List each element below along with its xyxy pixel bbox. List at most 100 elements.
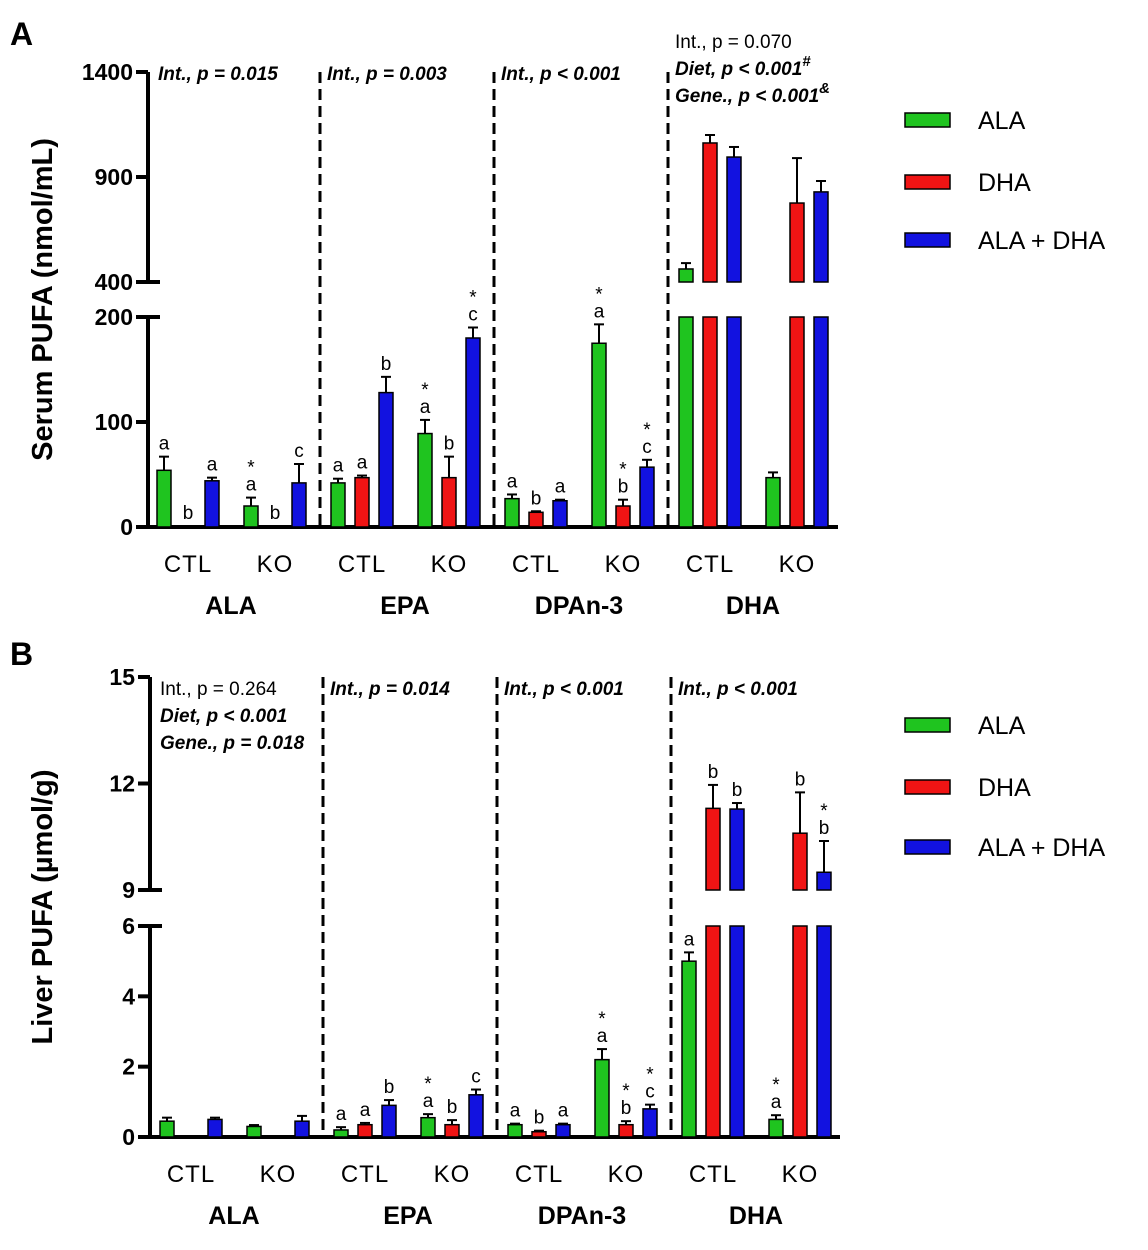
y-tick-label: 0 <box>122 1124 135 1150</box>
bar <box>291 482 307 528</box>
significance-asterisk: * <box>598 1009 606 1030</box>
bar-dpan-3-ko-ala-dha: c* <box>642 1065 658 1138</box>
x-group-label: DPAn-3 <box>538 1202 626 1230</box>
bar <box>642 1108 658 1138</box>
stat-text: Gene., p < 0.001 <box>675 86 819 107</box>
bar-epa-ctl-ala: a <box>333 1104 349 1138</box>
bar-ala-ko-ala-dha <box>294 1114 310 1138</box>
legend-label: DHA <box>978 169 1031 197</box>
bar-ala-ctl-ala-dha: a <box>204 455 220 528</box>
bar <box>615 505 631 528</box>
significance-letter: a <box>336 1104 347 1125</box>
bar <box>765 476 781 528</box>
x-label-ctl: CTL <box>338 551 386 578</box>
bar-epa-ctl-ala: a <box>330 456 346 528</box>
y-tick-label: 100 <box>95 409 133 435</box>
significance-letter: b <box>795 769 806 790</box>
bar <box>294 1120 310 1138</box>
bar <box>552 500 568 528</box>
stat-text: Int., p = 0.070 <box>675 32 792 53</box>
bar-dpan-3-ko-ala: a* <box>594 1009 610 1138</box>
x-label-ko: KO <box>605 551 642 578</box>
stat-annotation: Diet, p < 0.001# <box>675 53 811 80</box>
bar-upper <box>678 268 694 283</box>
significance-letter: b <box>534 1108 545 1129</box>
significance-letter: a <box>510 1101 521 1122</box>
bar-ala-ctl-dha: b <box>180 503 196 528</box>
significance-letter: b <box>447 1097 458 1118</box>
bar-ala-ko-dha: b <box>267 503 283 528</box>
bar-dpan-3-ko-dha: b* <box>615 460 631 528</box>
bar <box>270 1136 286 1139</box>
bar-ala-ctl-ala: a <box>156 434 172 528</box>
bar-ala-ctl-dha <box>183 1135 199 1138</box>
x-label-ko: KO <box>431 551 468 578</box>
significance-letter: b <box>732 780 743 801</box>
bar-lower <box>792 925 808 1138</box>
y-tick-label: 15 <box>109 664 135 690</box>
bar-dpan-3-ctl-ala: a <box>507 1101 523 1138</box>
panel-label: A <box>10 16 33 52</box>
stat-annotation: Int., p < 0.001 <box>501 64 621 85</box>
bar <box>444 1123 460 1138</box>
bar <box>468 1094 484 1138</box>
bar-epa-ctl-dha: a <box>357 1100 373 1138</box>
x-label-ctl: CTL <box>686 551 734 578</box>
x-group-label: EPA <box>380 592 430 620</box>
bar-epa-ko-ala: a* <box>420 1074 436 1138</box>
bar-dha-ctl-ala-dha: b <box>729 780 745 1138</box>
significance-letter: b <box>621 1098 632 1119</box>
significance-letter: b <box>384 1077 395 1098</box>
bar-dpan-3-ko-ala-dha: c* <box>639 420 655 528</box>
significance-asterisk: * <box>619 460 627 481</box>
x-group-label: DHA <box>726 592 780 620</box>
stat-annotation: Int., p = 0.264 <box>160 679 277 700</box>
bar <box>639 466 655 528</box>
bar-upper <box>813 191 829 283</box>
bar <box>555 1123 571 1138</box>
x-group-label: DHA <box>729 1202 783 1230</box>
bar <box>441 476 457 528</box>
significance-letter: a <box>594 301 605 322</box>
bar-dpan-3-ko-dha: b* <box>618 1081 634 1138</box>
bar-lower <box>726 316 742 528</box>
legend-swatch <box>904 112 951 128</box>
y-tick-label: 1400 <box>82 59 133 85</box>
y-tick-label: 12 <box>109 771 135 797</box>
bar-ala-ko-ala <box>246 1124 262 1138</box>
bar-dha-ko-ala: a* <box>768 1075 784 1138</box>
x-label-ko: KO <box>782 1161 819 1188</box>
stat-annotation: Gene., p = 0.018 <box>160 733 305 754</box>
x-group-label: EPA <box>383 1202 433 1230</box>
legend-swatch <box>904 779 951 795</box>
x-label-ctl: CTL <box>164 551 212 578</box>
significance-asterisk: * <box>643 420 651 441</box>
bar <box>381 1104 397 1138</box>
bar-upper <box>816 871 832 891</box>
bar <box>207 1118 223 1138</box>
bar-upper <box>702 142 718 283</box>
bar <box>357 1123 373 1138</box>
significance-letter: a <box>597 1026 608 1047</box>
y-tick-label: 0 <box>120 514 133 540</box>
bar-dpan-3-ctl-dha: b <box>531 1108 547 1138</box>
stat-text: Int., p = 0.014 <box>330 679 450 700</box>
bar-dha-ctl-ala-dha <box>726 145 742 528</box>
significance-letter: b <box>444 434 455 455</box>
bar-dha-ctl-dha <box>702 134 718 528</box>
stat-text: Int., p < 0.001 <box>501 64 621 85</box>
bar <box>591 342 607 528</box>
bar-dha-ko-ala-dha <box>813 179 829 528</box>
significance-letter: b <box>819 818 830 839</box>
stat-annotation: Int., p < 0.001 <box>504 679 624 700</box>
x-label-ko: KO <box>257 551 294 578</box>
bar <box>180 525 196 528</box>
significance-letter: c <box>294 441 304 462</box>
legend-label: ALA + DHA <box>978 227 1105 255</box>
significance-letter: a <box>507 471 518 492</box>
legend-label: ALA + DHA <box>978 834 1105 862</box>
bar <box>333 1129 349 1138</box>
stat-annotation: Int., p < 0.001 <box>678 679 798 700</box>
significance-asterisk: * <box>595 284 603 305</box>
